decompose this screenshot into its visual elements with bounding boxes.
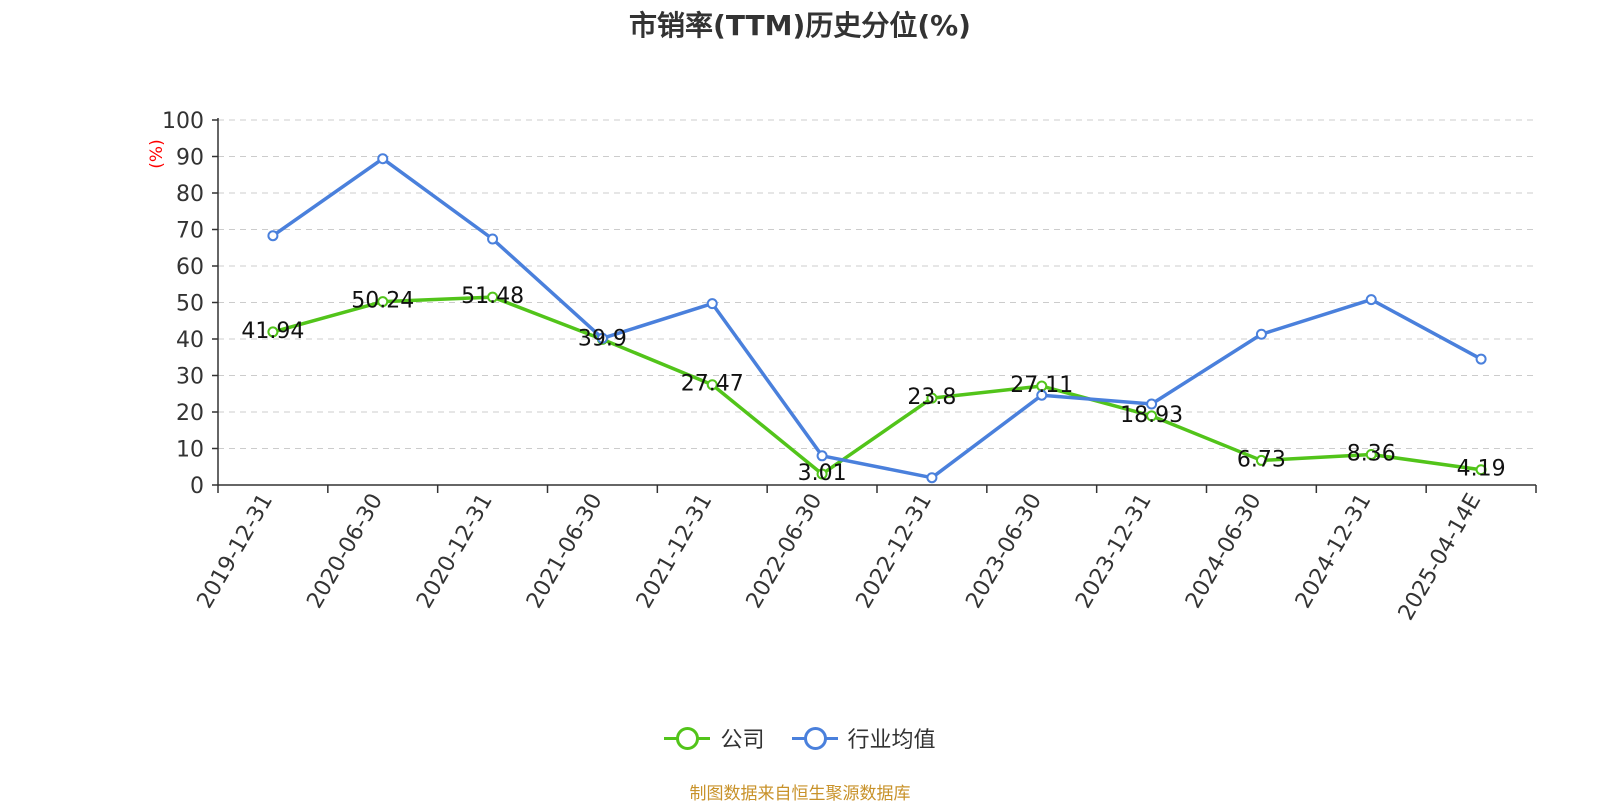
chart-title: 市销率(TTM)历史分位(%) [629,9,971,42]
company-data-point [1255,454,1267,466]
data-label: 39.9 [578,326,627,351]
x-tick-label: 2020-12-31 [412,490,498,613]
data-label: 50.24 [351,289,414,314]
x-tick-label: 2024-06-30 [1181,490,1267,613]
y-tick-label: 100 [162,109,204,134]
company-data-point [1365,448,1377,460]
y-tick-label: 30 [176,365,204,390]
x-tick-label: 2019-12-31 [193,490,279,613]
data-label: 6.73 [1237,447,1286,472]
industry-data-point [1475,353,1487,365]
legend-label-company: 公司 [720,728,765,753]
x-tick-label: 2025-04-14E [1394,490,1487,625]
y-tick-label: 10 [176,438,204,463]
y-tick-label: 50 [176,292,204,317]
x-tick-label: 2022-06-30 [742,490,828,613]
data-label: 8.36 [1347,441,1396,466]
y-axis-unit-label: (%) [147,139,167,168]
data-label: 27.47 [681,372,744,397]
company-data-point [816,468,828,480]
y-tick-label: 80 [176,182,204,207]
company-data-point [1475,464,1487,476]
industry-data-point [1036,389,1048,401]
y-tick-label: 60 [176,255,204,280]
industry-data-point [596,332,608,344]
x-tick-label: 2020-06-30 [302,490,388,613]
industry-data-point [487,233,499,245]
company-data-point [267,326,279,338]
industry-data-point [926,472,938,484]
industry-data-point [706,298,718,310]
y-tick-label: 90 [176,146,204,171]
x-tick-label: 2024-12-31 [1291,490,1377,613]
industry-data-point [267,230,279,242]
company-data-point [706,379,718,391]
x-tick-label: 2023-06-30 [961,490,1047,613]
company-data-point [377,296,389,308]
legend: 公司 行业均值 [0,722,1600,756]
industry-legend-icon [791,726,838,750]
x-tick-label: 2021-06-30 [522,490,608,613]
data-label: 41.94 [241,319,304,344]
source-footer: 制图数据来自恒生聚源数据库 [689,784,911,804]
industry-data-point [816,450,828,462]
company-legend-icon [664,726,711,750]
legend-item-company[interactable]: 公司 [664,722,765,754]
data-label: 27.11 [1010,373,1073,398]
company-data-point [487,291,499,303]
industry-series-line [271,156,1482,480]
industry-data-point [1146,398,1158,410]
x-tick-label: 2023-12-31 [1071,490,1157,613]
industry-data-point [1365,294,1377,306]
x-tick-label: 2022-12-31 [852,490,938,613]
data-label: 23.8 [907,385,956,410]
company-data-point [926,392,938,404]
data-label: 4.19 [1457,457,1506,482]
data-label: 3.01 [798,461,847,486]
legend-item-industry[interactable]: 行业均值 [791,722,936,754]
y-tick-label: 70 [176,219,204,244]
y-tick-label: 0 [190,474,204,499]
company-data-point [1146,410,1158,422]
legend-label-industry: 行业均值 [847,728,936,753]
data-label: 18.93 [1120,403,1183,428]
industry-data-point [377,153,389,165]
x-tick-label: 2021-12-31 [632,490,718,613]
company-series-line [272,295,1482,476]
y-tick-label: 20 [176,401,204,426]
y-tick-label: 40 [176,328,204,353]
industry-data-point [1255,328,1267,340]
data-label: 51.48 [461,284,524,309]
